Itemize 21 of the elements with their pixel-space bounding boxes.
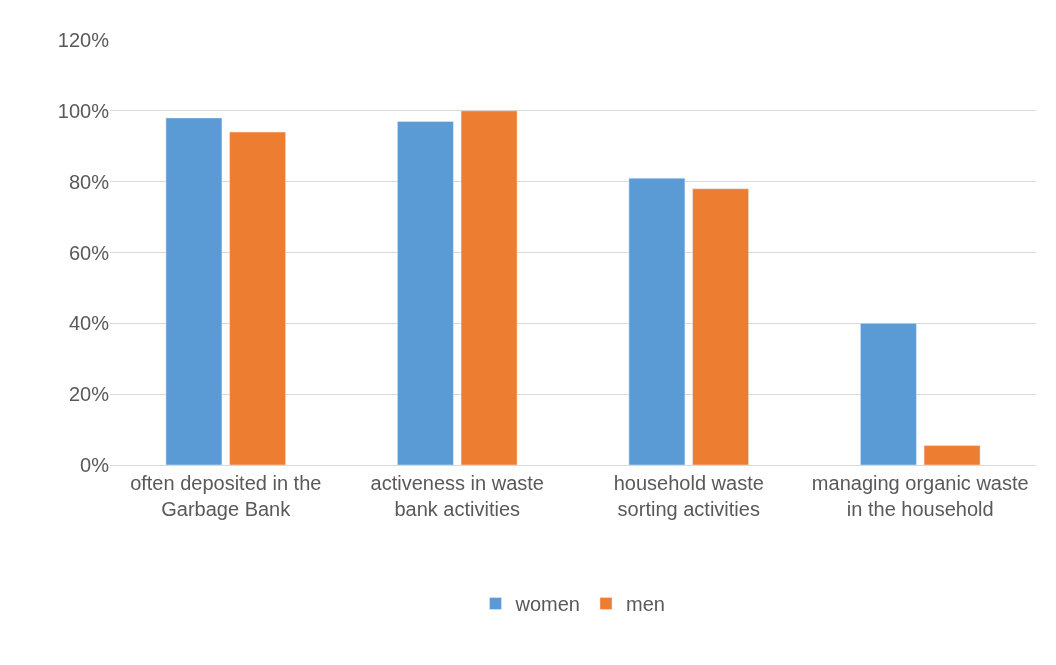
x-tick-label: often deposited in the Garbage Bank [130, 472, 322, 520]
bar [229, 131, 286, 465]
legend-label: men [625, 593, 665, 616]
bar [628, 177, 686, 465]
y-tick-label: 100% [57, 99, 110, 122]
x-tick-label: activeness in waste bank activities [370, 472, 544, 520]
y-tick-label: 80% [68, 170, 110, 193]
bar [460, 110, 518, 465]
bar [692, 188, 749, 465]
bar [165, 117, 223, 465]
y-tick-label: 20% [68, 383, 110, 406]
x-tick-label: household waste sorting activities [613, 472, 764, 520]
y-tick-label: 120% [57, 29, 110, 51]
y-tick-label: 0% [80, 454, 110, 476]
x-tick-label: managing organic waste in the household [811, 472, 1029, 520]
bar [923, 445, 981, 465]
y-tick-label: 60% [68, 241, 110, 264]
bar [860, 323, 917, 465]
bar [397, 121, 454, 465]
legend-label: women [514, 593, 580, 616]
y-tick-label: 40% [68, 312, 110, 335]
